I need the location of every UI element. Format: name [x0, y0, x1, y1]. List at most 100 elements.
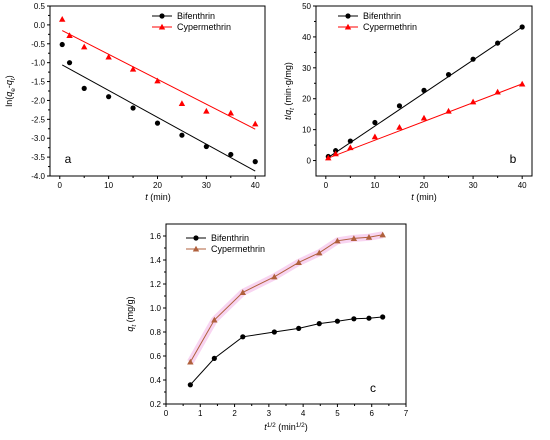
panel-a-bifenthrin-point	[66, 60, 73, 66]
panel-c-x-tick-label: 7	[404, 409, 409, 418]
panel-c-bifenthrin-point	[366, 315, 372, 321]
panel-c-y-tick-label: 0.4	[150, 376, 162, 385]
panel-c-bifenthrin-point	[240, 334, 246, 340]
panel-c-bifenthrin-point	[351, 316, 357, 322]
panel-b-y-tick-label: 40	[302, 33, 311, 42]
panel-c-cypermethrin-line	[189, 234, 383, 363]
panel-b-x-axis-title: t (min)	[411, 192, 437, 202]
panel-b-x-tick-label: 40	[518, 181, 527, 190]
panel-b-y-tick-label: 30	[302, 64, 311, 73]
panel-a-cypermethrin-point	[105, 53, 112, 60]
panel-a-y-tick-label: -4.0	[31, 172, 45, 181]
panel-a-cypermethrin-point	[203, 107, 210, 114]
panel-a-bifenthrin-point	[252, 159, 258, 165]
panel-c-y-tick-label: 0.6	[150, 352, 162, 361]
panel-b: 0 10 20 30 40 0 10 20 30 40 50 BifenthrinCypermethr…	[302, 2, 533, 190]
panel-c-bifenthrin-line	[189, 316, 383, 386]
panel-a-legend-marker	[158, 23, 166, 30]
panel-b-legend-marker	[345, 13, 351, 19]
panel-a-bifenthrin-point	[106, 94, 112, 100]
panel-a-y-tick-label: -3.5	[31, 153, 45, 162]
panel-c-y-tick-label: 1.6	[150, 232, 162, 241]
panel-c-bifenthrin-point	[296, 325, 302, 331]
panel-a-letter: a	[65, 152, 72, 166]
panel-b-bifenthrin-point	[519, 24, 525, 30]
panel-b-bifenthrin-point	[396, 103, 403, 109]
panel-c-x-tick-label: 5	[335, 409, 340, 418]
panel-b-bifenthrin-point	[347, 138, 353, 144]
panel-b-y-axis-title: t/qt (min·g/mg)	[283, 62, 296, 120]
panel-b-cypermethrin-point	[325, 154, 332, 161]
panel-a-x-tick-label: 20	[153, 181, 162, 190]
panel-a-y-tick-label: -0.5	[31, 40, 45, 49]
panel-a: 0 10 20 30 40 -4.0 -3.5 -3.0 -2.5 -2.0 -1.5 -1.0 -0.…	[31, 2, 266, 190]
panel-b-cypermethrin-point	[469, 98, 477, 105]
panel-a-cypermethrin-point	[129, 65, 137, 72]
panel-a-bifenthrin-point	[179, 132, 185, 138]
panel-b-y-tick-label: 20	[302, 95, 311, 104]
panel-b-cypermethrin-point	[494, 88, 501, 95]
panel-c: 0 1 2 3 4 5 6 7 0.2 0.4 0.6 0.8 1.0 1.2 1.4 1.6 Bifenthr…	[150, 223, 409, 418]
panel-a-legend-label: Cypermethrin	[177, 22, 231, 32]
panel-c-y-tick-label: 1.2	[150, 280, 162, 289]
panel-c-y-tick-label: 1.0	[150, 304, 162, 313]
panel-a-legend-marker	[159, 13, 165, 19]
panel-a-x-axis-title: t (min)	[145, 192, 171, 202]
panel-c-cypermethrin-point	[316, 249, 323, 256]
panel-c-bifenthrin-point	[271, 329, 277, 335]
panel-c-x-tick-label: 6	[369, 409, 374, 418]
panel-b-bifenthrin-point	[470, 56, 476, 62]
panel-a-bifenthrin-point	[203, 143, 209, 150]
panel-a-cypermethrin-point	[227, 109, 234, 116]
panel-b-legend-label: Cypermethrin	[363, 22, 417, 32]
panel-b-cypermethrin-point	[371, 133, 379, 140]
panel-a-y-tick-label: -2.0	[31, 96, 45, 105]
panel-c-cypermethrin-point	[365, 234, 373, 240]
panel-c-cypermethrin-point	[295, 259, 302, 265]
panel-b-x-tick-label: 20	[420, 181, 429, 190]
panel-c-cypermethrin-point	[350, 235, 358, 241]
panel-a-y-tick-label: 0.0	[34, 21, 46, 30]
panel-c-legend-label: Cypermethrin	[211, 244, 265, 254]
panel-c-bifenthrin-point	[187, 382, 193, 388]
panel-c-cypermethrin-point	[334, 237, 341, 244]
panel-b-x-tick-label: 30	[469, 181, 478, 190]
panel-a-y-axis-title: ln(qe-qt)	[4, 75, 17, 106]
panel-c-cypermethrin-point	[211, 316, 218, 323]
panel-b-cypermethrin-point	[445, 107, 452, 114]
panel-c-y-tick-label: 0.8	[150, 328, 162, 337]
panel-b-cypermethrin-point	[420, 114, 428, 121]
panel-c-legend-label: Bifenthrin	[211, 233, 249, 243]
panel-c-legend-marker	[193, 235, 199, 241]
panel-c-frame	[165, 223, 407, 405]
panel-c-cypermethrin-point	[239, 289, 246, 295]
panel-a-bifenthrin-point	[130, 105, 136, 111]
panel-a-cypermethrin-point	[59, 16, 66, 22]
panel-b-cypermethrin-point	[347, 144, 354, 151]
panel-c-x-tick-label: 0	[164, 409, 169, 418]
panel-c-cypermethrin-point	[187, 358, 194, 365]
panel-c-bifenthrin-point	[334, 318, 341, 324]
panel-c-x-tick-label: 2	[232, 409, 237, 418]
panel-c-x-tick-label: 1	[198, 409, 203, 418]
panel-a-y-tick-label: -2.5	[31, 115, 45, 124]
panel-a-x-tick-label: 40	[251, 181, 260, 190]
panel-b-bifenthrin-point	[421, 87, 427, 93]
panel-a-frame	[49, 5, 266, 177]
panel-a-cypermethrin-point	[66, 32, 73, 39]
panel-b-legend-marker	[344, 23, 352, 30]
panel-a-x-tick-label: 0	[58, 181, 63, 190]
panel-b-letter: b	[510, 152, 517, 166]
panel-c-letter: c	[370, 381, 376, 395]
panel-c-x-tick-label: 4	[301, 409, 306, 418]
panel-c-y-tick-label: 0.2	[150, 400, 162, 409]
panel-b-bifenthrin-point	[495, 40, 501, 46]
panel-b-cypermethrin-point	[396, 123, 403, 130]
panel-a-bifenthrin-point	[228, 151, 234, 158]
panel-c-x-tick-label: 3	[267, 409, 272, 418]
panel-a-cypermethrin-point	[154, 77, 161, 84]
panel-c-cypermethrin-point	[271, 273, 278, 280]
panel-c-bifenthrin-point	[316, 321, 322, 327]
panel-a-bifenthrin-point	[154, 120, 161, 126]
